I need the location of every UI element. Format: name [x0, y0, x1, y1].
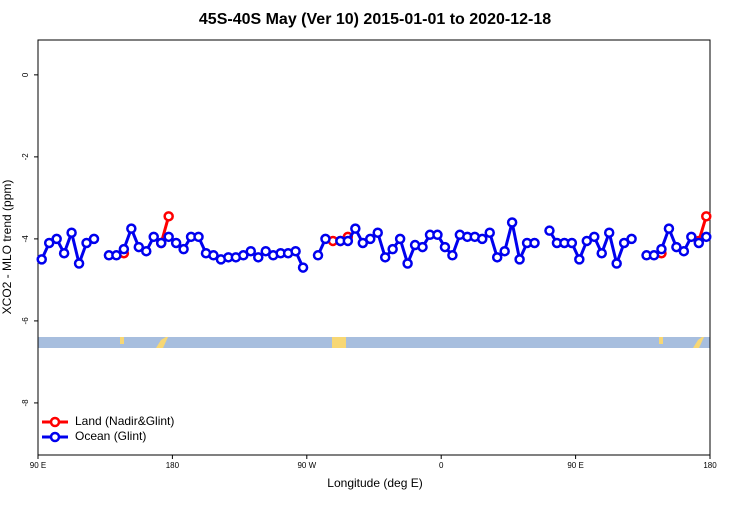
data-point [626, 233, 637, 245]
data-point [170, 237, 182, 249]
data-point [648, 250, 660, 261]
x-axis-label: Longitude (deg E) [327, 476, 422, 490]
data-point [566, 237, 578, 249]
data-point [603, 227, 615, 238]
data-point [312, 250, 324, 261]
data-point [260, 245, 271, 257]
data-point [581, 235, 593, 247]
data-point [544, 225, 555, 236]
x-tick-label: 90 W [297, 461, 316, 470]
data-point [379, 252, 391, 263]
data-point [611, 258, 622, 269]
data-point [618, 237, 630, 249]
data-point [163, 231, 174, 243]
data-point [148, 231, 159, 243]
data-point [178, 243, 189, 255]
chart-title: 45S-40S May (Ver 10) 2015-01-01 to 2020-… [199, 11, 551, 28]
ocean-strip [38, 337, 710, 348]
data-point [81, 237, 92, 249]
data-point [671, 241, 682, 253]
data-point [499, 245, 510, 257]
y-tick-label: -8 [21, 399, 30, 407]
data-point [36, 254, 47, 265]
data-point [387, 243, 398, 255]
data-point [238, 250, 249, 261]
land-patch [332, 337, 346, 348]
data-point [290, 245, 301, 257]
data-point [529, 237, 540, 249]
land-mask-strip [38, 337, 710, 348]
data-point [51, 233, 62, 245]
data-point [118, 243, 130, 255]
y-tick-label: -6 [21, 317, 30, 325]
plot-frame [37, 39, 711, 456]
data-point [402, 258, 413, 269]
data-point [350, 223, 361, 234]
data-point [394, 233, 406, 245]
data-point [663, 223, 675, 234]
data-point [88, 233, 100, 245]
data-point [320, 233, 331, 245]
data-point [693, 237, 705, 249]
data-point [342, 235, 354, 247]
y-tick-label: -2 [21, 153, 30, 161]
x-tick-label: 90 E [30, 461, 46, 470]
data-point [365, 233, 376, 245]
data-point [678, 245, 690, 257]
data-point [506, 217, 518, 228]
data-point [477, 233, 488, 245]
data-point [701, 211, 712, 222]
y-tick-label: 0 [21, 72, 30, 77]
data-point [447, 250, 458, 261]
legend-marker [49, 431, 61, 443]
data-point [589, 231, 600, 243]
data-point [656, 243, 667, 255]
data-point [596, 247, 607, 259]
data-point [514, 254, 525, 265]
data-point [417, 241, 428, 253]
data-point [484, 227, 495, 238]
data-point [133, 241, 145, 253]
x-tick-label: 0 [439, 461, 444, 470]
x-tick-label: 180 [166, 461, 180, 470]
land-patch [156, 337, 168, 348]
data-point [686, 231, 697, 243]
data-point [574, 254, 585, 265]
data-point [372, 227, 383, 238]
data-point [141, 245, 152, 257]
y-axis-label: XCO2 - MLO trend (ppm) [0, 180, 14, 315]
data-point [193, 231, 204, 243]
legend-label: Ocean (Glint) [75, 429, 146, 443]
legend-label: Land (Nadir&Glint) [75, 414, 174, 428]
data-point [432, 229, 443, 241]
data-point [58, 247, 70, 259]
data-point [245, 245, 257, 257]
legend-marker [49, 416, 61, 428]
data-point [253, 252, 264, 263]
data-point [155, 237, 167, 249]
data-point [163, 211, 174, 222]
data-point [439, 241, 451, 253]
data-point [208, 250, 219, 261]
data-point [491, 252, 503, 263]
data-point [357, 237, 369, 249]
data-point [701, 231, 712, 243]
land-patch [120, 337, 124, 344]
data-point [66, 227, 77, 238]
land-patch [693, 337, 704, 348]
x-tick-label: 180 [703, 461, 717, 470]
data-point [297, 262, 309, 273]
data-point [111, 250, 122, 261]
data-point [73, 258, 85, 269]
data-point [126, 223, 137, 234]
y-tick-label: -4 [21, 235, 30, 243]
data-point [43, 237, 55, 249]
land-patch [659, 337, 663, 344]
x-tick-label: 90 E [567, 461, 583, 470]
